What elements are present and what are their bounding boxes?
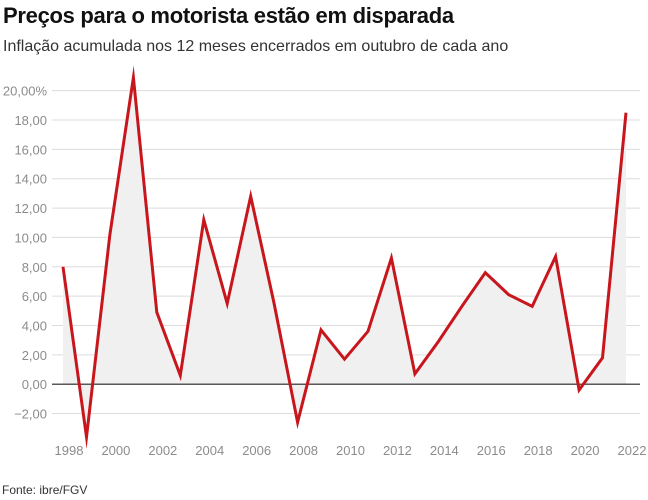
x-tick-label: 2016	[477, 443, 506, 458]
x-tick-label: 2010	[336, 443, 365, 458]
x-tick-label: 2000	[101, 443, 130, 458]
x-tick-label: 2022	[618, 443, 647, 458]
chart-subtitle: Inflação acumulada nos 12 meses encerrad…	[3, 38, 509, 55]
y-tick-label: 10,00	[14, 230, 47, 245]
y-tick-label: 6,00	[22, 289, 47, 304]
x-tick-label: 2012	[383, 443, 412, 458]
y-tick-label: 18,00	[14, 113, 47, 128]
y-tick-label: 16,00	[14, 142, 47, 157]
y-tick-label: 14,00	[14, 172, 47, 187]
source-note: Fonte: ibre/FGV	[2, 483, 88, 497]
x-tick-label: 1998	[55, 443, 84, 458]
x-tick-label: 2020	[571, 443, 600, 458]
x-tick-label: 2006	[242, 443, 271, 458]
chart-title: Preços para o motorista estão em dispara…	[3, 3, 454, 28]
y-tick-label: 8,00	[22, 260, 47, 275]
x-axis-ticks: 1998 2000 2002 2004 2006 2008 2010 2012 2014 2016…	[55, 443, 647, 458]
area-fill	[63, 77, 626, 437]
y-tick-label: 4,00	[22, 318, 47, 333]
y-axis-ticks: −2,00 0,00 2,00 4,00 6,00 8,00 10,00 12,00 14,00…	[3, 84, 48, 422]
x-tick-label: 2004	[195, 443, 224, 458]
y-tick-label: 2,00	[22, 348, 47, 363]
x-tick-label: 2002	[148, 443, 177, 458]
x-tick-label: 2014	[430, 443, 459, 458]
inflation-line	[61, 65, 628, 449]
y-tick-label: 0,00	[22, 377, 47, 392]
x-tick-label: 2008	[289, 443, 318, 458]
y-tick-label: 12,00	[14, 201, 47, 216]
y-tick-label: 20,00%	[3, 84, 48, 99]
y-tick-label: −2,00	[14, 407, 47, 422]
x-tick-label: 2018	[524, 443, 553, 458]
